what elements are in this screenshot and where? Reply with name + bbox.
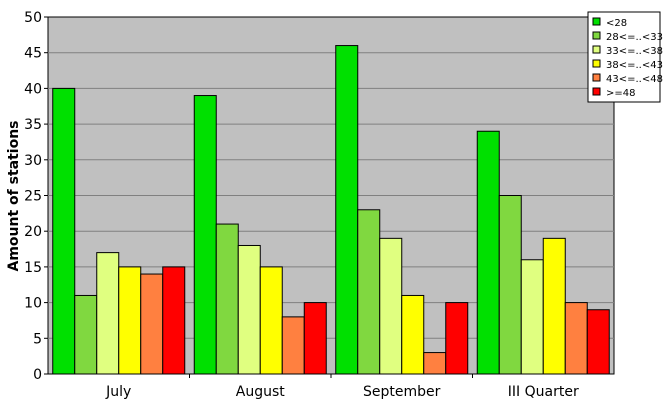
bar-july-series-5 [162,266,186,375]
bar-iii-quarter-series-5 [586,309,610,375]
y-axis-ticks: 0 5 10 15 20 25 30 35 40 45 50 [24,10,48,383]
y-tick-label: 20 [24,224,42,240]
bar-august-series-3 [259,266,283,375]
bar-august-series-5 [303,302,327,375]
y-tick-label: 40 [24,81,42,97]
bar-september-series-1 [357,209,381,375]
x-category-label: September [363,384,441,400]
bar-september-series-4 [423,352,447,375]
legend-label: 33<=..<38 [606,46,663,57]
y-tick-label: 5 [33,331,42,347]
bar-july-series-1 [74,294,98,375]
bar-july-series-3 [118,266,142,375]
y-tick-label: 30 [24,153,42,169]
bar-iii-quarter-series-2 [520,259,544,375]
x-category-label: August [236,384,286,400]
x-axis-categories: July August September III Quarter [105,374,579,400]
legend-label: 28<=..<33 [606,32,663,43]
bar-iii-quarter-series-0 [476,130,500,375]
bar-iii-quarter-series-1 [498,195,522,375]
bars [52,45,610,375]
legend-label: >=48 [606,88,635,99]
y-tick-label: 10 [24,296,42,312]
legend-swatch [592,73,601,82]
y-tick-label: 15 [24,260,42,276]
bar-july-series-4 [140,273,164,375]
legend-label: 38<=..<43 [606,60,663,71]
y-tick-label: 35 [24,117,42,133]
y-tick-label: 0 [33,367,42,383]
bar-september-series-0 [335,45,359,375]
bar-iii-quarter-series-4 [564,302,588,375]
bar-september-series-3 [401,294,425,375]
x-category-label: July [105,384,131,400]
legend-swatch [592,59,601,68]
x-category-label: III Quarter [508,384,579,400]
legend: <28 28<=..<33 33<=..<38 38<=..<43 43<=..<48 >… [587,11,663,103]
legend-swatch [592,31,601,40]
legend-swatch [592,87,601,96]
y-tick-label: 45 [24,46,42,62]
bar-september-series-5 [445,302,469,375]
y-tick-label: 50 [24,10,42,26]
bar-august-series-1 [215,223,239,375]
bar-september-series-2 [379,237,403,375]
bar-july-series-2 [96,252,120,375]
bar-august-series-4 [281,316,305,375]
bar-july-series-0 [52,87,76,375]
legend-label: <28 [606,18,627,29]
legend-box [587,11,661,103]
y-tick-label: 25 [24,189,42,205]
legend-swatch [592,17,601,26]
y-axis-title: Amount of stations [6,120,22,271]
bar-august-series-0 [193,95,217,375]
bar-august-series-2 [237,244,261,375]
legend-swatch [592,45,601,54]
legend-label: 43<=..<48 [606,74,663,85]
bar-iii-quarter-series-3 [542,237,566,375]
